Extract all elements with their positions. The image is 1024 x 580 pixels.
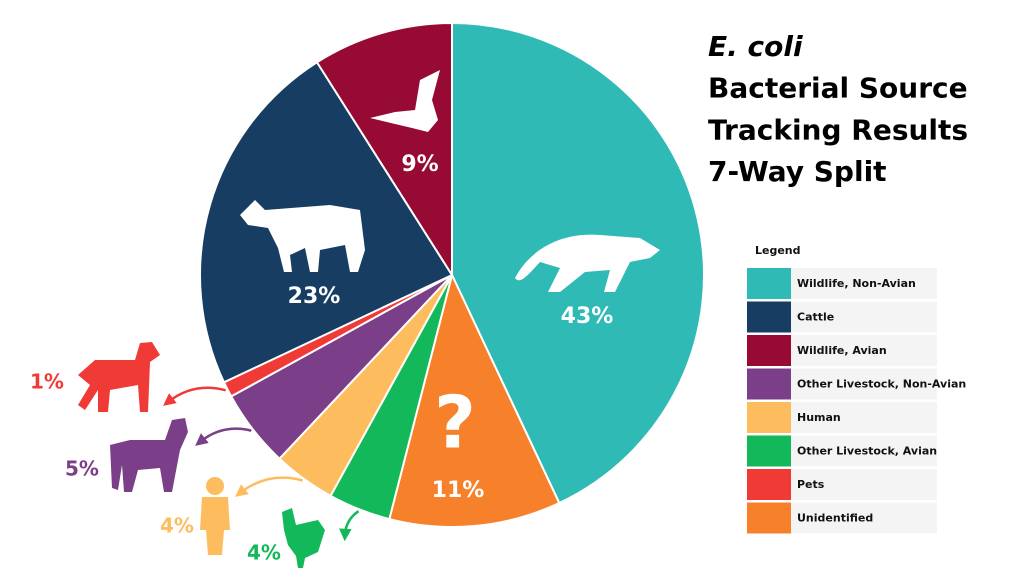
legend: Wildlife, Non-Avian Cattle Wildlife, Avian…: [747, 268, 966, 534]
legend-row: [791, 368, 937, 400]
callout-arrow: [339, 510, 360, 542]
title: E. coli Bacterial Source Tracking Results 7…: [708, 30, 968, 188]
legend-swatch: [747, 335, 791, 366]
legend-row: [791, 502, 937, 534]
value-label: 23%: [288, 284, 341, 309]
callout-arrow: [195, 427, 252, 446]
icons: [78, 70, 660, 568]
unidentified-icon: ?: [434, 381, 476, 465]
title-line: E. coli: [708, 30, 803, 63]
legend-label: Human: [797, 411, 841, 424]
legend-label: Pets: [797, 478, 825, 491]
value-label: 43%: [561, 304, 614, 329]
value-label: 4%: [160, 514, 194, 538]
pie-slice: [388, 272, 561, 528]
value-label: 9%: [401, 152, 438, 177]
callout-arrow: [235, 476, 304, 497]
value-label: 5%: [65, 457, 99, 481]
legend-swatch: [747, 402, 791, 433]
dog-icon: [78, 342, 160, 412]
legend-row: [791, 469, 937, 500]
legend-title: Legend: [755, 244, 801, 257]
value-label: 4%: [247, 541, 281, 565]
legend-swatch: [747, 435, 791, 467]
title-line: Bacterial Source: [708, 72, 968, 105]
legend-row: [791, 268, 937, 299]
title-line: 7-Way Split: [708, 155, 887, 188]
pie-slice: [315, 21, 453, 279]
legend-label: Other Livestock, Non-Avian: [797, 378, 966, 391]
legend-label: Unidentified: [797, 512, 873, 525]
value-label: 11%: [432, 478, 485, 503]
legend-label: Wildlife, Non-Avian: [797, 277, 916, 290]
legend-label: Cattle: [797, 311, 834, 324]
person-icon: [200, 477, 230, 555]
legend-swatch: [747, 301, 791, 333]
legend-label: Other Livestock, Avian: [797, 445, 937, 458]
chicken-icon: [282, 508, 325, 568]
person-head: [206, 477, 224, 495]
legend-swatch: [747, 368, 791, 400]
raccoon-icon: [515, 234, 660, 292]
cow-icon: [240, 200, 365, 272]
legend-row: [791, 402, 937, 433]
legend-swatch: [747, 268, 791, 299]
legend-label: Wildlife, Avian: [797, 344, 887, 357]
callout-arrow: [163, 386, 227, 406]
legend-swatch: [747, 502, 791, 534]
title-line: Tracking Results: [708, 113, 968, 146]
goat-icon: [110, 418, 188, 492]
value-label: 1%: [30, 370, 64, 394]
legend-row: [791, 335, 937, 366]
legend-row: [791, 301, 937, 333]
legend-swatch: [747, 469, 791, 500]
person-body: [200, 497, 230, 555]
legend-row: [791, 435, 937, 467]
duck-icon: [370, 70, 440, 132]
